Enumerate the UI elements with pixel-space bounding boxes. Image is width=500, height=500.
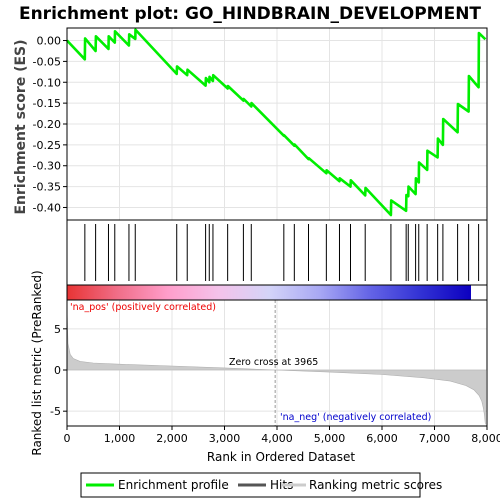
metric-y-tick-label: -5 (50, 405, 61, 418)
positive-annotation: 'na_pos' (positively correlated) (70, 302, 216, 313)
es-y-ticks: 0.00 -0.05 -0.10 -0.15 -0.20 -0.25 -0.30 -0.35 -… (33, 35, 67, 214)
hit-markers (84, 224, 480, 281)
hits-panel-bg (67, 220, 487, 285)
es-y-tick-label: -0.05 (33, 55, 61, 68)
ranking-metric-area (66, 307, 486, 425)
heat-bar-tail (471, 285, 487, 300)
es-y-tick-label: -0.40 (33, 201, 61, 214)
negative-annotation: 'na_neg' (negatively correlated) (280, 412, 431, 423)
x-tick-label: 4,000 (261, 432, 293, 445)
rank-heat-bar (66, 284, 488, 301)
x-axis-label: Rank in Ordered Dataset (207, 450, 355, 464)
legend-metric-label: Ranking metric scores (309, 478, 442, 492)
chart-title: Enrichment plot: GO_HINDBRAIN_DEVELOPMEN… (19, 4, 481, 24)
metric-y-tick-label: 0 (54, 364, 61, 377)
es-y-axis-label: Enrichment score (ES) (13, 39, 29, 214)
metric-panel: 'na_pos' (positively correlated) Zero cr… (30, 270, 488, 456)
hits-panel (66, 219, 488, 286)
x-tick-label: 7,000 (419, 432, 451, 445)
es-y-tick-label: -0.15 (33, 97, 61, 110)
x-tick-label: 3,000 (209, 432, 241, 445)
es-panel: 0.00 -0.05 -0.10 -0.15 -0.20 -0.25 -0.30 -0.35 -… (13, 27, 488, 221)
es-y-tick-label: -0.25 (33, 139, 61, 152)
x-tick-label: 1,000 (104, 432, 136, 445)
x-axis-ticks: 0 1,000 2,000 3,000 4,000 5,000 6,000 7,000 8,00… (64, 426, 500, 445)
es-y-tick-label: 0.00 (37, 35, 62, 48)
legend: Enrichment profile Hits Ranking metric s… (80, 472, 442, 498)
x-tick-label: 5,000 (314, 432, 346, 445)
x-tick-label: 6,000 (366, 432, 398, 445)
metric-y-ticks: 5 0 -5 (50, 323, 67, 418)
metric-y-axis-label: Ranked list metric (PreRanked) (30, 270, 44, 455)
metric-y-tick-label: 5 (54, 323, 61, 336)
legend-es-label: Enrichment profile (118, 478, 229, 492)
es-y-tick-label: -0.20 (33, 118, 61, 131)
es-y-tick-label: -0.30 (33, 160, 61, 173)
x-tick-label: 2,000 (156, 432, 188, 445)
heat-bar-gradient (67, 285, 471, 300)
es-y-tick-label: -0.10 (33, 76, 61, 89)
es-y-tick-label: -0.35 (33, 181, 61, 194)
x-tick-label: 0 (64, 432, 71, 445)
legend-hits-label: Hits (270, 478, 293, 492)
enrichment-profile-line (66, 28, 487, 217)
zero-cross-annotation: Zero cross at 3965 (229, 357, 318, 368)
x-tick-label: 8,000 (471, 432, 500, 445)
